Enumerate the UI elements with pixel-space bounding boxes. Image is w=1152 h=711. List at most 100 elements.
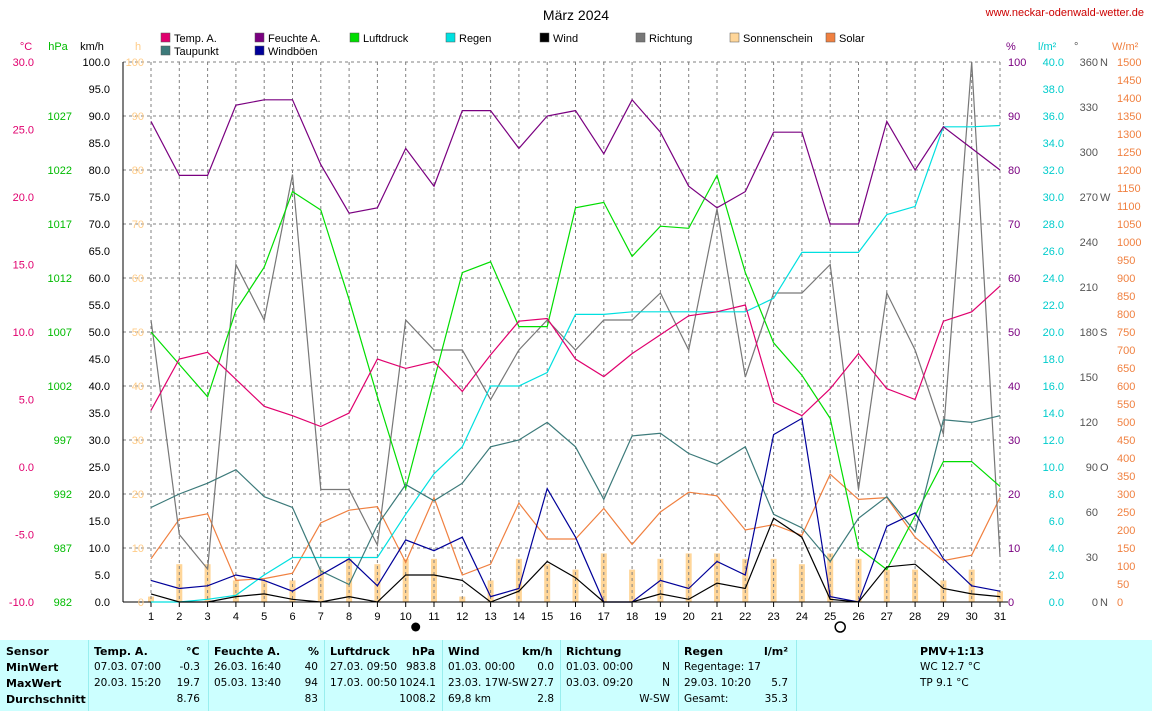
hum-tick-label: 50 bbox=[1008, 327, 1020, 339]
solar-tick-label: 1350 bbox=[1117, 111, 1141, 123]
hum-tick-label: 0 bbox=[1008, 597, 1014, 609]
x-tick-label: 23 bbox=[767, 611, 779, 623]
max-hum-time: 05.03. 13:40 bbox=[214, 677, 281, 689]
rain-tick-label: 28.0 bbox=[1043, 219, 1064, 231]
temp-tick-label: -10.0 bbox=[9, 597, 34, 609]
wind-tick-label: 75.0 bbox=[89, 192, 110, 204]
temp-tick-label: 20.0 bbox=[13, 192, 34, 204]
min-wind-val: 0.0 bbox=[537, 661, 554, 673]
sunshine-bar bbox=[148, 596, 154, 602]
dir-tick-label: 90 bbox=[1086, 462, 1098, 474]
rain-unit: l/m² bbox=[1038, 41, 1057, 53]
header-press-unit: hPa bbox=[412, 645, 436, 658]
dir-tick-label: 150 bbox=[1080, 372, 1098, 384]
dir-tick-label: 270 bbox=[1080, 192, 1098, 204]
press-unit: hPa bbox=[48, 41, 68, 53]
rain-tick-label: 10.0 bbox=[1043, 462, 1064, 474]
stats-table bbox=[0, 640, 1152, 711]
table-separator bbox=[796, 640, 797, 711]
wind-tick-label: 50.0 bbox=[89, 327, 110, 339]
table-separator bbox=[208, 640, 209, 711]
legend-label: Temp. A. bbox=[174, 33, 217, 45]
sun-tick-label: 30 bbox=[132, 435, 144, 447]
min-dir-val: N bbox=[662, 661, 670, 673]
press-tick-label: 1002 bbox=[48, 381, 72, 393]
header-pmv: PMV+1:13 bbox=[920, 645, 985, 658]
dir-letter-label: N bbox=[1100, 597, 1108, 609]
sunshine-bar bbox=[176, 564, 183, 602]
sun-tick-label: 100 bbox=[126, 57, 144, 69]
legend-swatch bbox=[635, 32, 646, 43]
legend-swatch bbox=[254, 32, 265, 43]
wind-tick-label: 85.0 bbox=[89, 138, 110, 150]
weather-chart: März 2024 www.neckar-odenwald-wetter.de Te… bbox=[9, 7, 1144, 633]
max-wind-time: 23.03. 17W-SW bbox=[448, 677, 529, 689]
solar-tick-label: 700 bbox=[1117, 345, 1135, 357]
hum-tick-label: 90 bbox=[1008, 111, 1020, 123]
dir-tick-label: 120 bbox=[1080, 417, 1098, 429]
max-temp-time: 20.03. 15:20 bbox=[94, 677, 161, 689]
temp-tick-label: 0.0 bbox=[19, 462, 34, 474]
solar-tick-label: 650 bbox=[1117, 363, 1135, 375]
rain-total-label: Gesamt: bbox=[684, 693, 729, 705]
sun-unit: h bbox=[135, 41, 141, 53]
solar-tick-label: 100 bbox=[1117, 561, 1135, 573]
site-link: www.neckar-odenwald-wetter.de bbox=[985, 7, 1144, 19]
solar-tick-label: 50 bbox=[1117, 579, 1129, 591]
x-tick-label: 9 bbox=[374, 611, 380, 623]
pmv-wc: WC 12.7 °C bbox=[920, 661, 981, 673]
rain-tick-label: 8.0 bbox=[1049, 489, 1064, 501]
x-tick-label: 10 bbox=[400, 611, 412, 623]
header-rain-unit: l/m² bbox=[764, 645, 789, 658]
row-label-max: MaxWert bbox=[6, 677, 62, 690]
sunshine-bar bbox=[685, 553, 692, 602]
press-tick-label: 1012 bbox=[48, 273, 72, 285]
wind-tick-label: 65.0 bbox=[89, 246, 110, 258]
header-wind: Wind bbox=[448, 645, 480, 658]
sun-tick-label: 40 bbox=[132, 381, 144, 393]
wind-tick-label: 55.0 bbox=[89, 300, 110, 312]
temp-tick-label: 25.0 bbox=[13, 125, 34, 137]
x-tick-label: 1 bbox=[148, 611, 154, 623]
max-rain-time: 29.03. 10:20 bbox=[684, 677, 751, 689]
wind-tick-label: 45.0 bbox=[89, 354, 110, 366]
solar-tick-label: 400 bbox=[1117, 453, 1135, 465]
max-press-val: 1024.1 bbox=[399, 677, 436, 689]
wind-tick-label: 10.0 bbox=[89, 543, 110, 555]
wind-tick-label: 70.0 bbox=[89, 219, 110, 231]
dir-letter-label: S bbox=[1100, 327, 1107, 339]
x-tick-label: 22 bbox=[739, 611, 751, 623]
header-wind-unit: km/h bbox=[522, 645, 553, 658]
dir-unit: ° bbox=[1074, 41, 1078, 53]
wind-tick-label: 30.0 bbox=[89, 435, 110, 447]
press-tick-label: 1007 bbox=[48, 327, 72, 339]
x-tick-label: 11 bbox=[428, 611, 439, 623]
legend-label: Luftdruck bbox=[363, 33, 409, 45]
rain-tick-label: 26.0 bbox=[1043, 246, 1064, 258]
rain-tick-label: 4.0 bbox=[1049, 543, 1064, 555]
x-tick-label: 18 bbox=[626, 611, 638, 623]
temp-tick-label: 30.0 bbox=[13, 57, 34, 69]
temp-tick-label: 10.0 bbox=[13, 327, 34, 339]
x-tick-label: 5 bbox=[261, 611, 267, 623]
dir-tick-label: 330 bbox=[1080, 102, 1098, 114]
press-tick-label: 1022 bbox=[48, 165, 72, 177]
row-label-min: MinWert bbox=[6, 661, 59, 674]
x-tick-label: 31 bbox=[994, 611, 1006, 623]
min-press-time: 27.03. 09:50 bbox=[330, 661, 397, 673]
rain-tick-label: 12.0 bbox=[1043, 435, 1064, 447]
rain-tick-label: 14.0 bbox=[1043, 408, 1064, 420]
x-tick-label: 17 bbox=[598, 611, 610, 623]
header-hum-unit: % bbox=[308, 645, 320, 658]
series-line-taupunkt bbox=[150, 415, 1001, 586]
sun-tick-label: 60 bbox=[132, 273, 144, 285]
avg-wind-val: 2.8 bbox=[537, 693, 554, 705]
rain-total-val: 35.3 bbox=[764, 693, 788, 705]
min-temp-val: -0.3 bbox=[179, 661, 201, 673]
rain-tick-label: 6.0 bbox=[1049, 516, 1064, 528]
sunshine-bar bbox=[827, 553, 834, 602]
series-line-regen bbox=[151, 124, 1001, 603]
wind-tick-label: 35.0 bbox=[89, 408, 110, 420]
solar-tick-label: 1200 bbox=[1117, 165, 1141, 177]
hum-unit: % bbox=[1006, 41, 1016, 53]
